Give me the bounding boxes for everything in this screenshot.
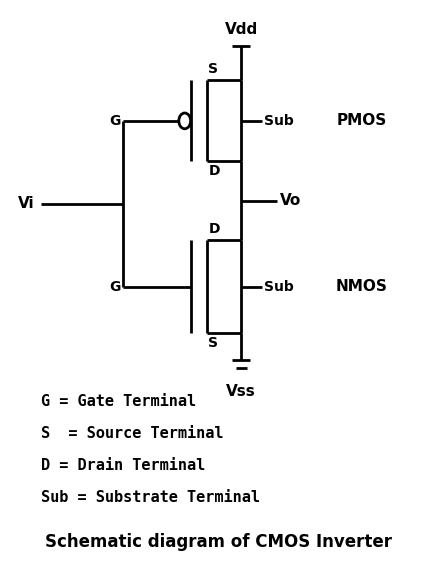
Text: D: D — [208, 222, 220, 236]
Text: S: S — [208, 336, 218, 350]
Text: Vo: Vo — [280, 193, 302, 208]
Text: Vdd: Vdd — [225, 22, 258, 36]
Text: D: D — [208, 164, 220, 178]
Text: Vi: Vi — [18, 196, 35, 211]
Text: Sub = Substrate Terminal: Sub = Substrate Terminal — [41, 490, 260, 505]
Text: S: S — [208, 62, 218, 76]
Text: Sub: Sub — [264, 114, 294, 128]
Text: Vss: Vss — [226, 383, 256, 399]
Text: D = Drain Terminal: D = Drain Terminal — [41, 458, 205, 473]
Text: G = Gate Terminal: G = Gate Terminal — [41, 394, 196, 409]
Text: G: G — [110, 114, 121, 128]
Text: S  = Source Terminal: S = Source Terminal — [41, 426, 224, 441]
Text: Sub: Sub — [264, 279, 294, 294]
Text: PMOS: PMOS — [336, 114, 386, 128]
Text: G: G — [110, 279, 121, 294]
Text: Schematic diagram of CMOS Inverter: Schematic diagram of CMOS Inverter — [44, 533, 392, 550]
Text: NMOS: NMOS — [335, 279, 387, 294]
